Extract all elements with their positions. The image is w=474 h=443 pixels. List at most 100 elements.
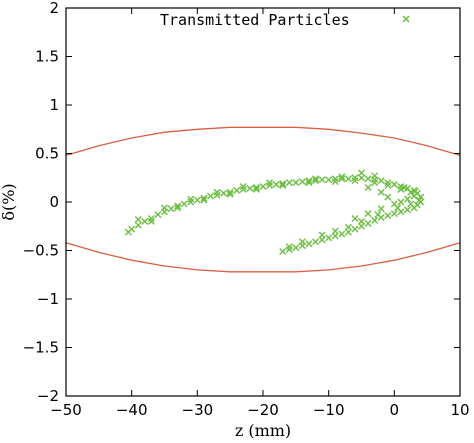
y-tick-label: −1.5 xyxy=(23,339,59,357)
particle-point xyxy=(266,179,274,187)
x-axis-label: z (mm) xyxy=(235,421,291,440)
particle-point xyxy=(200,196,208,204)
particle-point xyxy=(400,183,408,191)
particle-point xyxy=(364,175,372,183)
particle-point xyxy=(364,219,372,227)
particle-point xyxy=(397,198,405,206)
particle-point xyxy=(384,182,392,190)
y-tick-label: 0 xyxy=(49,193,59,211)
particle-point xyxy=(285,246,293,254)
particle-point xyxy=(358,217,365,225)
particle-point xyxy=(128,225,136,233)
particle-point xyxy=(193,196,201,204)
particle-point xyxy=(206,192,214,200)
particle-point xyxy=(279,180,287,188)
particle-point xyxy=(371,216,379,224)
plot-area xyxy=(66,8,460,396)
particle-point xyxy=(174,202,182,210)
particle-point xyxy=(305,179,313,187)
particle-point xyxy=(407,200,415,208)
particle-point xyxy=(220,189,228,197)
particle-point xyxy=(239,182,247,190)
particle-point xyxy=(384,179,392,187)
particle-point xyxy=(226,188,234,196)
particle-point xyxy=(390,210,398,218)
x-tick-label: 10 xyxy=(450,401,469,419)
x-tick-label: −20 xyxy=(247,401,279,419)
y-tick-label: −2 xyxy=(37,387,59,405)
particle-point xyxy=(331,175,339,183)
particle-point xyxy=(338,175,346,183)
upper-boundary-line xyxy=(65,126,461,157)
particle-point xyxy=(246,184,254,192)
particle-point xyxy=(161,204,168,212)
particle-point xyxy=(415,196,423,204)
particle-point xyxy=(292,244,300,252)
particle-point xyxy=(134,215,142,223)
particle-point xyxy=(364,183,372,191)
y-tick-label: 1 xyxy=(49,96,59,114)
particle-point xyxy=(279,247,287,255)
y-tick-label: −1 xyxy=(37,290,59,308)
particle-point xyxy=(358,169,365,177)
particle-point xyxy=(410,192,418,200)
particle-point xyxy=(411,187,419,195)
y-tick-label: 2 xyxy=(49,0,59,17)
particle-point xyxy=(285,179,293,187)
acceptance-boundary xyxy=(65,126,461,273)
particle-point xyxy=(331,178,339,186)
particle-point xyxy=(318,231,326,239)
particle-point xyxy=(377,177,385,185)
particle-point xyxy=(252,185,260,193)
particle-point xyxy=(344,175,352,183)
particle-point xyxy=(403,195,411,203)
particle-point xyxy=(384,212,392,220)
particle-point xyxy=(272,181,280,189)
x-axis: −50 −40 −30 −20 −10 0 10 xyxy=(50,8,470,419)
particle-point xyxy=(394,204,402,212)
particle-point xyxy=(187,195,195,203)
x-tick-label: −50 xyxy=(50,401,82,419)
particle-point xyxy=(312,177,320,185)
particle-point xyxy=(325,234,333,242)
particle-point xyxy=(325,176,333,184)
particle-point xyxy=(147,214,155,222)
particle-point xyxy=(338,173,346,181)
particle-point xyxy=(298,178,306,186)
y-axis-label: δ(%) xyxy=(0,183,18,220)
particle-point xyxy=(351,174,359,182)
particle-point xyxy=(226,190,234,198)
particle-point xyxy=(259,182,267,190)
x-tick-label: −30 xyxy=(182,401,214,419)
particle-point xyxy=(344,223,352,231)
particle-point xyxy=(279,182,287,190)
particle-point xyxy=(187,198,195,206)
particle-point xyxy=(312,238,320,246)
particle-point xyxy=(141,217,149,225)
transmitted-particles-series xyxy=(124,169,425,255)
legend-marker xyxy=(402,15,410,23)
particle-point xyxy=(213,191,221,199)
particle-point xyxy=(200,194,208,202)
particle-point xyxy=(351,225,359,233)
particle-point xyxy=(266,182,274,190)
particle-point xyxy=(351,214,359,222)
legend: Transmitted Particles xyxy=(160,11,410,29)
particle-point xyxy=(174,204,182,212)
particle-point xyxy=(331,227,339,235)
particle-point xyxy=(134,221,142,229)
particle-point xyxy=(312,175,320,183)
particle-point xyxy=(167,205,175,213)
particle-point xyxy=(403,206,411,214)
particle-point xyxy=(397,185,405,193)
particle-point xyxy=(252,183,260,191)
legend-label: Transmitted Particles xyxy=(160,11,350,29)
particle-point xyxy=(213,188,221,196)
particle-point xyxy=(305,177,313,185)
particle-point xyxy=(292,179,300,187)
particle-point xyxy=(298,238,306,246)
particle-point xyxy=(390,181,398,189)
particle-point xyxy=(384,193,392,201)
particle-point xyxy=(180,200,188,208)
y-axis: −2 −1.5 −1 −0.5 0 0.5 1 1.5 2 xyxy=(23,0,460,405)
